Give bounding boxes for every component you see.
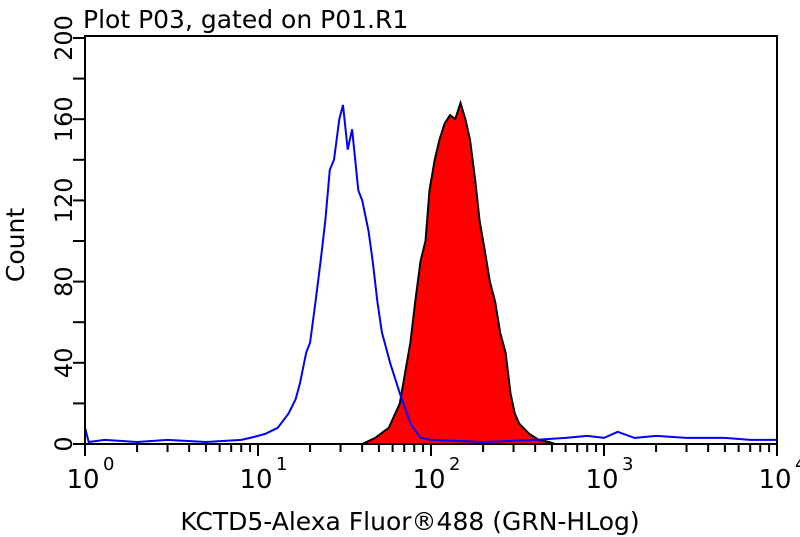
y-tick-label: 80 — [50, 266, 78, 297]
x-tick-exponent: 0 — [103, 454, 114, 475]
x-axis-label: KCTD5-Alexa Fluor®488 (GRN-HLog) — [180, 507, 639, 536]
series-layer — [84, 99, 777, 445]
x-tick-exponent: 2 — [449, 454, 460, 475]
y-tick-label: 40 — [50, 348, 78, 379]
filled-histogram — [361, 99, 556, 445]
outline-histogram — [84, 104, 777, 444]
y-tick-label: 0 — [50, 436, 78, 451]
x-tick-label: 10 — [758, 465, 791, 495]
x-tick-exponent: 1 — [276, 454, 287, 475]
y-tick-label: 120 — [50, 177, 78, 223]
x-tick-label: 10 — [66, 465, 99, 495]
chart-title: Plot P03, gated on P01.R1 — [83, 5, 408, 34]
x-tick-label: 10 — [239, 465, 272, 495]
x-tick-exponent: 3 — [622, 454, 633, 475]
x-tick-label: 10 — [585, 465, 618, 495]
x-tick-label: 10 — [412, 465, 445, 495]
x-tick-exponent: 4 — [795, 454, 800, 475]
y-tick-label: 160 — [50, 96, 78, 142]
y-tick-label: 200 — [50, 15, 78, 61]
y-axis-label: Count — [1, 208, 30, 282]
axes-layer: 10010110210310404080120160200 — [50, 15, 800, 495]
